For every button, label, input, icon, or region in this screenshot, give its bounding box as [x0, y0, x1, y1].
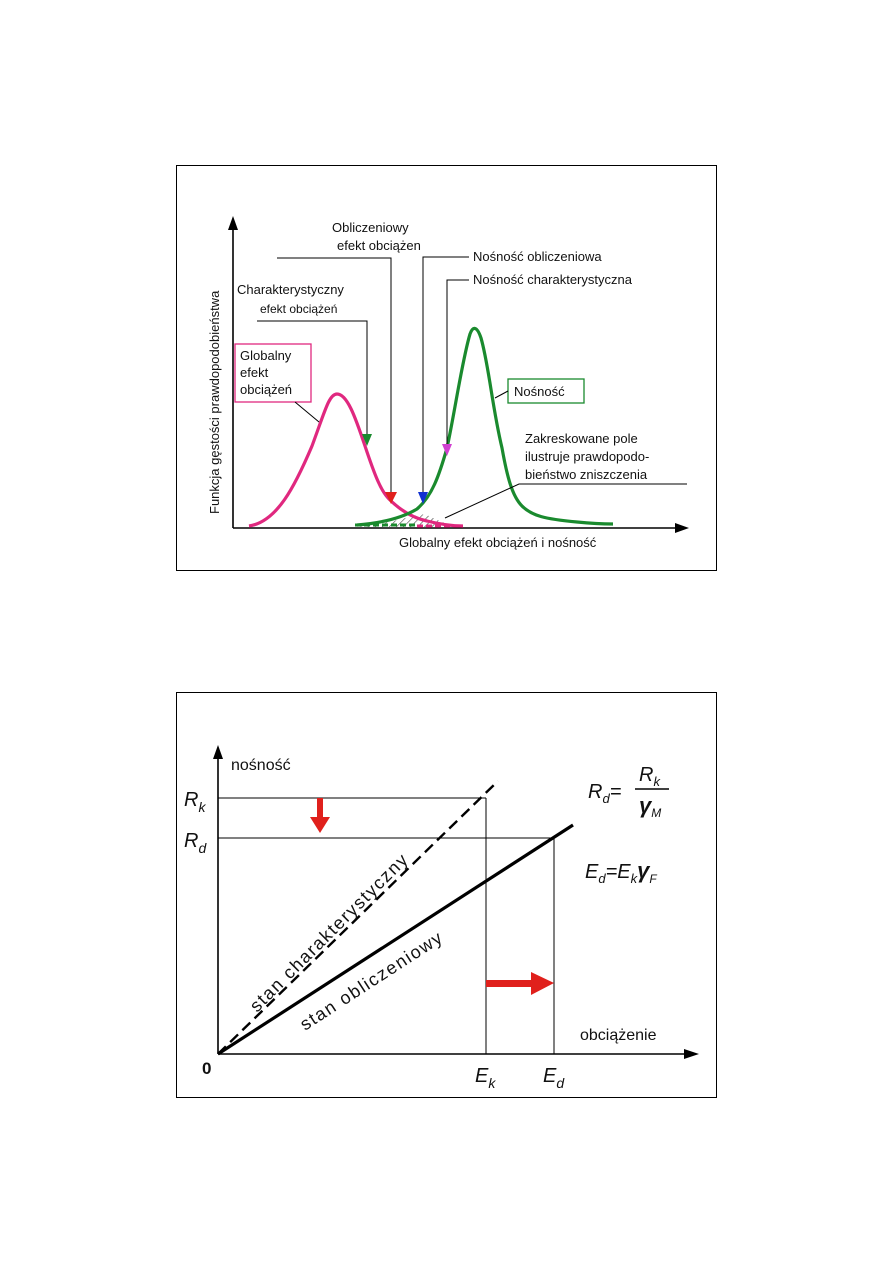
- label-design-resistance: Nośność obliczeniowa: [473, 249, 602, 264]
- ed-label: Ed: [543, 1065, 565, 1091]
- box-load-2: efekt: [240, 365, 269, 380]
- char-resistance-leader: [446, 279, 469, 448]
- label-hatched-2: ilustruje prawdopodo-: [525, 449, 649, 464]
- label-char-load-2: efekt obciążeń: [260, 302, 337, 316]
- y-axis-arrowhead: [213, 745, 223, 759]
- design-state-svg: stan charakterystyczny stan obliczeniowy…: [184, 745, 699, 1091]
- label-char-resistance: Nośność charakterystyczna: [473, 272, 633, 287]
- y-axis-arrowhead: [228, 216, 238, 230]
- rk-label: Rk: [184, 789, 206, 815]
- probability-density-svg: Obliczeniowy efekt obciążen Charakteryst…: [207, 216, 689, 550]
- design-resistance-marker: [418, 492, 428, 504]
- label-characteristic-state: stan charakterystyczny: [246, 849, 413, 1016]
- ek-label: Ek: [475, 1065, 496, 1091]
- label-design-load-1: Obliczeniowy: [332, 220, 409, 235]
- ed-increase-arrow: [486, 972, 554, 995]
- y-axis-label: Funkcja gęstości prawdopodobieństwa: [207, 290, 222, 514]
- box-load-1: Globalny: [240, 348, 292, 363]
- box-resistance: Nośność: [514, 384, 565, 399]
- x-axis-label: Globalny efekt obciążeń i nośność: [399, 535, 597, 550]
- x-axis-arrowhead: [675, 523, 689, 533]
- hatched-leader: [444, 483, 687, 519]
- design-load-leader: [277, 257, 392, 496]
- svg-text:Rd=: Rd=: [588, 781, 621, 806]
- resistance-box-leader: [494, 390, 509, 399]
- load-effect-curve: [248, 392, 464, 528]
- svg-text:Rk: Rk: [639, 764, 661, 789]
- design-state-line: [217, 823, 574, 1056]
- design-resistance-leader: [422, 256, 469, 496]
- load-box-leader: [294, 401, 320, 423]
- y-axis-label: nośność: [231, 757, 291, 774]
- label-hatched-3: bieństwo zniszczenia: [525, 467, 648, 482]
- box-load-3: obciążeń: [240, 382, 292, 397]
- resistance-box: [507, 378, 585, 404]
- label-design-load-2: efekt obciążen: [337, 238, 421, 253]
- rd-label: Rd: [184, 830, 207, 856]
- load-effect-box: [234, 343, 312, 403]
- char-load-leader: [257, 320, 368, 438]
- svg-text:γM: γM: [639, 793, 661, 820]
- x-axis-label: obciążenie: [580, 1027, 657, 1044]
- svg-text:Ed=EkγF: Ed=EkγF: [585, 858, 657, 886]
- probability-density-diagram: Obliczeniowy efekt obciążen Charakteryst…: [176, 165, 717, 571]
- design-load-marker: [385, 492, 397, 504]
- design-state-diagram: stan charakterystyczny stan obliczeniowy…: [176, 692, 717, 1098]
- char-load-marker: [362, 434, 372, 446]
- label-hatched-1: Zakreskowane pole: [525, 431, 638, 446]
- formula-rd: Rd= Rk γM: [588, 764, 669, 820]
- rd-reduction-arrow: [310, 798, 330, 833]
- label-char-load-1: Charakterystyczny: [237, 282, 344, 297]
- origin-label: 0: [202, 1059, 211, 1078]
- formula-ed: Ed=EkγF: [585, 858, 657, 886]
- x-axis-arrowhead: [684, 1049, 699, 1059]
- characteristic-state-line: [217, 780, 499, 1055]
- resistance-curve: [356, 326, 614, 527]
- char-resistance-marker: [442, 444, 452, 456]
